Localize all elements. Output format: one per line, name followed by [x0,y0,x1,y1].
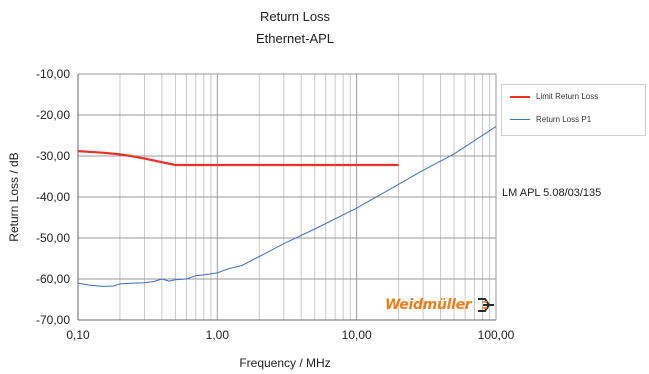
chart-subtitle: Ethernet-APL [255,31,335,46]
x-tick-label: 1,00 [206,328,230,342]
x-tick-label: 10,00 [342,328,372,342]
logo-text: Weidmüller [385,297,472,313]
y-axis-ticks: -10,00 -20,00 -30,00 -40,00 -50,00 -60,00 -70,… [36,67,70,327]
x-tick-label: 100,00 [478,328,515,342]
y-tick-label: -30,00 [36,149,70,163]
legend-item-limit: Limit Return Loss [510,92,598,101]
chart-title: Return Loss [259,9,331,24]
y-tick-label: -70,00 [36,313,70,327]
grid-lines [77,73,497,321]
series-line-limit-return-loss [77,150,399,167]
y-axis-label: Return Loss / dB [7,152,21,241]
y-tick-label: -10,00 [36,67,70,81]
legend-swatch-p1 [510,119,530,121]
legend-label-p1: Return Loss P1 [536,115,592,124]
legend-item-p1: Return Loss P1 [510,115,591,124]
y-tick-label: -40,00 [36,190,70,204]
x-tick-label: 0,10 [66,328,90,342]
annotation-label: LM APL 5.08/03/135 [502,187,602,199]
legend-swatch-limit [510,95,530,98]
legend: Limit Return Loss Return Loss P1 [501,84,646,136]
series-line-return-loss-p1 [77,126,497,287]
logo-mark-icon [478,298,495,312]
legend-label-limit: Limit Return Loss [536,92,599,101]
y-tick-label: -50,00 [36,231,70,245]
x-axis-ticks: 0,10 1,00 10,00 100,00 [66,328,514,342]
y-tick-label: -20,00 [36,108,70,122]
y-tick-label: -60,00 [36,272,70,286]
x-axis-label: Frequency / MHz [239,356,330,370]
series-lines [77,126,497,287]
weidmuller-logo: Weidmüller [385,295,495,315]
